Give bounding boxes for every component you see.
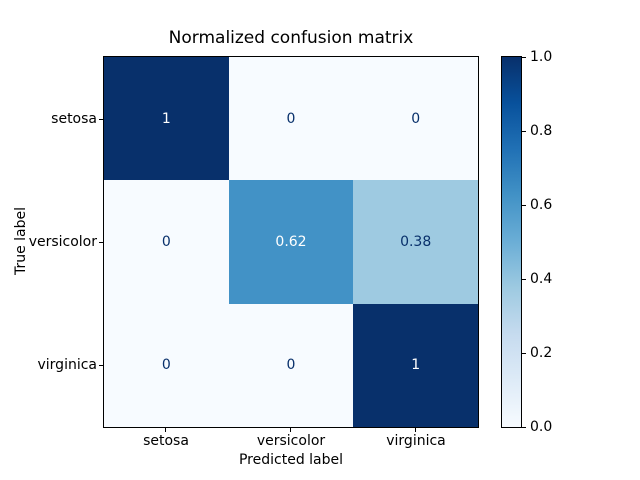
matrix-cell-r0c0: 1 xyxy=(104,57,229,181)
x-tick-label-setosa: setosa xyxy=(143,433,189,449)
matrix-cell-r1c0: 0 xyxy=(104,180,229,304)
matrix-cell-r0c2: 0 xyxy=(353,57,478,181)
colorbar-tick-label-1.0: 1.0 xyxy=(530,49,553,65)
colorbar-tick-mark xyxy=(522,205,526,206)
y-tick-mark xyxy=(99,119,103,120)
colorbar-tick-mark xyxy=(522,279,526,280)
colorbar-tick-mark xyxy=(522,131,526,132)
colorbar-tick-label-0.0: 0.0 xyxy=(530,419,553,435)
chart-title: Normalized confusion matrix xyxy=(168,28,414,48)
y-tick-mark xyxy=(99,365,103,366)
colorbar-tick-label-0.6: 0.6 xyxy=(530,197,553,213)
y-tick-label-setosa: setosa xyxy=(51,111,97,127)
y-tick-label-versicolor: versicolor xyxy=(28,234,97,250)
matrix-cell-r2c2: 1 xyxy=(353,303,478,427)
x-tick-mark xyxy=(415,428,416,432)
y-tick-mark xyxy=(99,242,103,243)
colorbar-tick-label-0.2: 0.2 xyxy=(530,345,553,361)
y-tick-label-virginica: virginica xyxy=(37,357,98,373)
matrix-cell-r2c0: 0 xyxy=(104,303,229,427)
colorbar-tick-mark xyxy=(522,353,526,354)
x-tick-mark xyxy=(165,428,166,432)
colorbar-tick-mark xyxy=(522,57,526,58)
x-axis-label: Predicted label xyxy=(238,452,344,468)
colorbar-gradient xyxy=(501,56,522,428)
x-tick-label-versicolor: versicolor xyxy=(256,433,326,449)
x-tick-mark xyxy=(290,428,291,432)
x-tick-label-virginica: virginica xyxy=(386,433,446,449)
matrix-cell-r0c1: 0 xyxy=(228,57,354,181)
matrix-cell-r1c2: 0.38 xyxy=(353,180,478,304)
colorbar-tick-mark xyxy=(522,427,526,428)
colorbar-tick-label-0.4: 0.4 xyxy=(530,271,553,287)
confusion-matrix-plot: 1 0 0 0 0.62 0.38 0 0 1 xyxy=(103,56,479,428)
matrix-cell-r1c1: 0.62 xyxy=(228,180,354,304)
colorbar-tick-label-0.8: 0.8 xyxy=(530,123,553,139)
matrix-cell-r2c1: 0 xyxy=(228,303,354,427)
